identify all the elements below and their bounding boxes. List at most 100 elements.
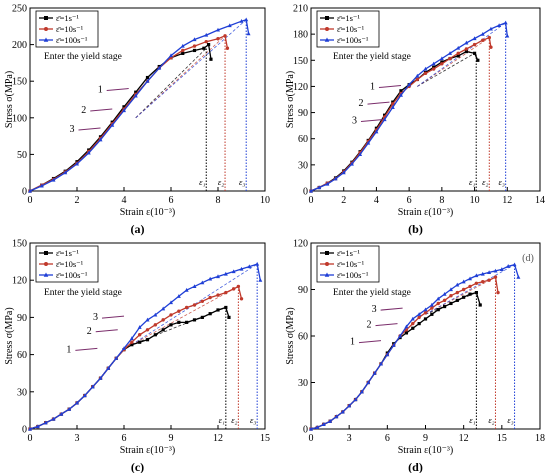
curve-label: 2: [87, 326, 92, 337]
legend-marker: [325, 251, 329, 255]
series-point: [122, 105, 126, 109]
curve-label-leader: [380, 307, 403, 311]
series-point: [145, 317, 150, 322]
series-point: [366, 140, 371, 145]
series-point: [209, 57, 213, 61]
series-point: [200, 299, 205, 303]
series-point: [231, 287, 236, 291]
y-tick-label: 0: [303, 187, 308, 198]
series-point: [455, 298, 459, 302]
x-tick-label: 4: [374, 195, 379, 206]
series-point: [43, 420, 48, 425]
series-point: [28, 188, 32, 193]
series-point: [487, 35, 491, 40]
series-point: [208, 276, 213, 281]
series-point: [423, 311, 428, 315]
curve-label-leader: [78, 127, 101, 131]
series-point: [309, 426, 313, 431]
strain-label: ε₃: [250, 415, 256, 425]
x-axis-label: Strain ε(10⁻³): [398, 445, 454, 456]
x-axis-label: Strain ε(10⁻³): [120, 445, 176, 456]
series-point: [423, 317, 428, 321]
yield-annotation: Enter the yield stage: [333, 288, 411, 298]
series-point: [192, 37, 197, 42]
series-point: [216, 37, 220, 41]
series-point: [130, 343, 134, 347]
series-point: [106, 366, 111, 370]
y-tick-label: 50: [17, 150, 27, 161]
series-point: [145, 75, 150, 80]
series-point: [374, 126, 379, 130]
x-tick-label: 9: [169, 433, 174, 444]
series-point: [423, 66, 428, 71]
y-tick-label: 120: [12, 276, 27, 287]
plot-frame: [29, 7, 266, 192]
x-tick-label: 6: [122, 433, 127, 444]
series-point: [145, 328, 150, 332]
series-point: [216, 274, 220, 279]
series-line: [29, 285, 243, 430]
y-tick-label: 100: [12, 113, 27, 124]
series-point: [176, 294, 181, 298]
legend-marker: [325, 27, 329, 31]
series-line: [310, 50, 479, 192]
series-point: [184, 287, 189, 292]
series-line: [310, 21, 508, 192]
series-point: [341, 170, 346, 175]
series-point: [202, 46, 206, 50]
curve-label: 1: [350, 337, 355, 348]
curve-label: 3: [93, 312, 98, 323]
curve-label-leader: [90, 108, 113, 112]
y-tick-label: 120: [293, 82, 308, 93]
legend-marker: [324, 272, 330, 277]
y-tick-label: 180: [293, 30, 308, 41]
series-point: [192, 303, 197, 307]
series-point: [255, 261, 260, 266]
series-point: [114, 356, 119, 360]
series-point: [169, 313, 173, 317]
panel-label: (a): [131, 222, 145, 236]
series-point: [462, 295, 466, 299]
series-point: [417, 312, 422, 316]
series-point: [442, 291, 447, 296]
y-tick-label: 30: [17, 387, 27, 398]
series-point: [177, 320, 181, 324]
yield-guide-line: [417, 52, 475, 87]
curve-label-leader: [367, 101, 390, 105]
series-point: [224, 290, 228, 295]
series-point: [439, 56, 444, 61]
legend-entry: ε̄=10s⁻¹: [56, 24, 84, 34]
series-point: [411, 326, 415, 330]
series-point: [407, 82, 412, 87]
series-point: [110, 122, 115, 127]
series-point: [192, 44, 197, 48]
series-point: [472, 51, 477, 55]
series-point: [448, 287, 453, 292]
series-point: [512, 262, 517, 267]
series-point: [448, 51, 453, 55]
series-point: [417, 322, 421, 326]
series-point: [208, 312, 212, 316]
series-point: [333, 176, 338, 181]
series-point: [181, 51, 185, 55]
series-point: [404, 331, 409, 335]
yield-annotation: Enter the yield stage: [44, 52, 122, 62]
series-point: [378, 361, 383, 366]
series-point: [321, 422, 326, 426]
x-tick-label: 8: [216, 195, 221, 206]
y-tick-label: 30: [298, 378, 308, 389]
series-point: [423, 307, 428, 312]
series-point: [216, 293, 220, 297]
series-point: [430, 312, 434, 316]
legend-entry: ε̄=10s⁻¹: [337, 259, 365, 269]
x-tick-label: 2: [341, 195, 346, 206]
series-point: [134, 90, 138, 94]
series-point: [505, 33, 510, 38]
series-point: [137, 333, 142, 337]
y-axis-label: Stress σ(MPa): [285, 307, 296, 364]
y-tick-label: 120: [293, 239, 308, 250]
plot-frame: [29, 242, 266, 430]
strain-label: ε₃: [239, 177, 245, 187]
series-point: [481, 280, 485, 284]
